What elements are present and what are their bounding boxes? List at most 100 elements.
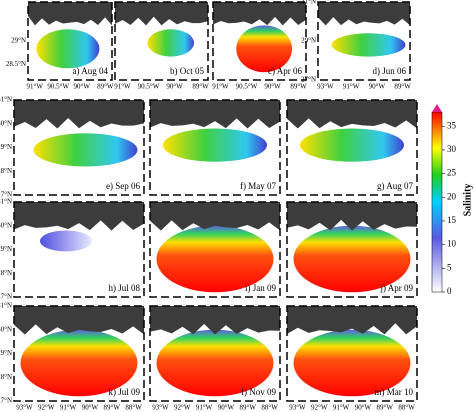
- salinity-field: [293, 225, 411, 293]
- x-tick-label: 88°W: [125, 404, 142, 412]
- y-tick-label: 27°N: [0, 191, 12, 199]
- panel-frame: [286, 201, 418, 298]
- land: [287, 202, 417, 231]
- y-tick-label: 28°N: [0, 269, 12, 277]
- panel-label: j) Apr 09: [380, 283, 414, 293]
- salinity-field: [331, 33, 406, 57]
- x-tick-label: 91°W: [333, 404, 350, 412]
- map-panel: g) Aug 07: [286, 99, 418, 196]
- panel-frame: [13, 305, 145, 402]
- land: [287, 306, 417, 335]
- x-tick-label: 93°W: [317, 83, 334, 91]
- panel-frame: [317, 1, 411, 81]
- x-tick-label: 93°W: [16, 404, 33, 412]
- x-tick-label: 91°W: [343, 83, 360, 91]
- panel-label: f) May 07: [240, 181, 276, 191]
- panel-label: d) Jun 06: [373, 66, 407, 76]
- colorbar-scale: [431, 111, 443, 293]
- x-tick-label: 90.5°W: [47, 83, 69, 91]
- panel-label: l) Nov 09: [242, 387, 277, 397]
- y-tick-label: 28°N: [0, 167, 12, 175]
- y-tick-label: 31°N: [0, 198, 12, 206]
- x-tick-label: 89°W: [104, 404, 121, 412]
- salinity-field: [293, 329, 411, 397]
- salinity-field: [33, 133, 138, 167]
- colorbar-tick-label: 10: [447, 239, 457, 249]
- x-tick-label: 88°W: [398, 404, 415, 412]
- salinity-field: [300, 128, 404, 162]
- salinity-field: [156, 225, 274, 293]
- map-panel: l) Nov 09 93°W 92°W 91°W 90°W 89°W 88°W: [149, 305, 281, 412]
- y-tick-label: 29°N: [0, 349, 12, 357]
- x-tick-label: 92°W: [311, 404, 328, 412]
- y-tick-label: 29°N: [0, 245, 12, 253]
- x-tick-label: 88°W: [261, 404, 278, 412]
- y-tick-label: 28.5°N: [6, 60, 26, 68]
- panel-frame: [13, 201, 145, 298]
- x-tick-label: 89°W: [290, 83, 307, 91]
- x-tick-label: 90°W: [264, 83, 281, 91]
- y-tick-label: 30°N: [0, 325, 12, 333]
- salinity-field: [20, 329, 138, 397]
- panel-frame: [27, 1, 113, 81]
- x-tick-label: 89°W: [192, 83, 209, 91]
- land: [318, 2, 410, 26]
- x-tick-label: 89°W: [377, 404, 394, 412]
- x-tick-label: 93°W: [289, 404, 306, 412]
- panel-label: i) Jan 09: [245, 283, 276, 293]
- map-panel: e) Sep 06 31°N 30°N 29°N 28°N 27°N: [0, 96, 145, 199]
- x-tick-label: 93°W: [152, 404, 169, 412]
- colorbar-tick-label: 20: [447, 191, 457, 201]
- y-tick-label: 28°N: [0, 373, 12, 381]
- panel-frame: [286, 305, 418, 402]
- colorbar-tick-label: 30: [447, 144, 457, 154]
- panel-frame: [149, 201, 281, 298]
- panel-label: g) Aug 07: [377, 181, 414, 191]
- colorbar: Salinity 0 5 10 15 20 25 30 35: [431, 104, 473, 296]
- land: [28, 2, 112, 26]
- land: [213, 2, 306, 26]
- y-tick-label: 30°N: [0, 221, 12, 229]
- panel-label: a) Aug 04: [73, 66, 109, 76]
- x-tick-label: 90°W: [82, 404, 99, 412]
- y-tick-label: 30°N: [0, 119, 12, 127]
- salinity-field: [236, 25, 293, 73]
- colorbar-tick-label: 0: [447, 286, 452, 296]
- land: [150, 202, 280, 231]
- y-tick-label: 31°N: [301, 0, 316, 6]
- x-tick-label: 90.5°W: [138, 83, 160, 91]
- land: [150, 306, 280, 335]
- y-tick-label: 31°N: [0, 302, 12, 310]
- land: [14, 306, 144, 335]
- land: [14, 100, 144, 129]
- x-tick-label: 92°W: [38, 404, 55, 412]
- y-tick-label: 27°N: [0, 293, 12, 301]
- map-panel: m) Mar 10 93°W 92°W 91°W 90°W 89°W 88°W: [286, 305, 418, 412]
- colorbar-tick-label: 35: [447, 120, 457, 130]
- y-tick-label: 29°N: [0, 143, 12, 151]
- x-tick-label: 91°W: [27, 83, 44, 91]
- x-tick-label: 91°W: [60, 404, 77, 412]
- colorbar-title: Salinity: [462, 184, 473, 217]
- land: [14, 202, 144, 231]
- panel-frame: [114, 1, 209, 81]
- panel-label: b) Oct 05: [170, 66, 204, 76]
- panel-label: h) Jul 08: [109, 283, 141, 293]
- map-panel: f) May 07: [149, 99, 281, 196]
- x-tick-label: 90°W: [218, 404, 235, 412]
- salinity-field: [147, 29, 195, 57]
- panel-frame: [149, 305, 281, 402]
- map-panel: j) Apr 09: [286, 201, 418, 298]
- x-tick-label: 91°W: [114, 83, 131, 91]
- y-tick-label: 27°N: [0, 397, 12, 405]
- salinity-field: [163, 128, 267, 162]
- x-tick-label: 89°W: [240, 404, 257, 412]
- salinity-field: [156, 329, 274, 397]
- colorbar-tick-label: 5: [447, 262, 452, 272]
- panel-label: e) Sep 06: [106, 181, 140, 191]
- y-tick-label: 27°N: [301, 76, 316, 84]
- x-tick-label: 90°W: [166, 83, 183, 91]
- x-tick-label: 91°W: [212, 83, 229, 91]
- map-panel: h) Jul 08 31°N 30°N 29°N 28°N 27°N: [0, 198, 145, 301]
